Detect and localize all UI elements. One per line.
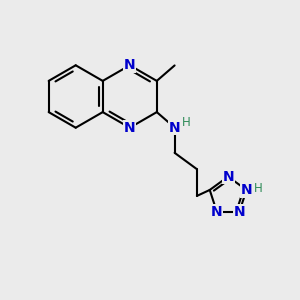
Text: N: N xyxy=(241,183,252,197)
Text: H: H xyxy=(254,182,262,195)
Text: H: H xyxy=(182,116,190,129)
Text: N: N xyxy=(124,121,136,135)
Text: N: N xyxy=(124,58,136,72)
Text: N: N xyxy=(211,205,223,219)
Text: N: N xyxy=(234,205,245,219)
Text: N: N xyxy=(222,169,234,184)
Text: N: N xyxy=(169,121,180,135)
